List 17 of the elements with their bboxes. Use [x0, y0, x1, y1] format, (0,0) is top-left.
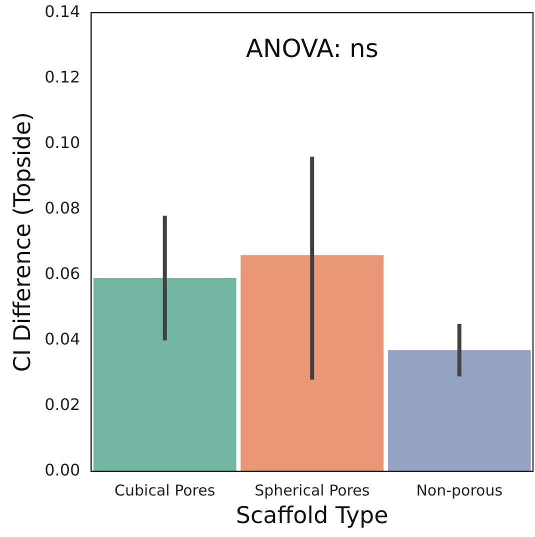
- bar: [240, 255, 384, 472]
- x-tick-label: Cubical Pores: [114, 481, 216, 500]
- y-tick-label: 0.06: [44, 264, 80, 283]
- y-tick-label: 0.00: [44, 460, 80, 480]
- y-tick-label: 0.08: [44, 198, 80, 218]
- bar: [93, 278, 236, 472]
- annotation: ANOVA: ns: [246, 34, 378, 64]
- y-tick-label: 0.10: [44, 132, 80, 152]
- y-tick-label: 0.02: [44, 395, 80, 414]
- x-tick-label: Spherical Pores: [254, 481, 370, 500]
- x-tick-label: Non-porous: [416, 481, 503, 500]
- x-axis-title: Scaffold Type: [236, 503, 388, 530]
- bar: [388, 350, 531, 472]
- y-tick-label: 0.12: [44, 67, 80, 86]
- y-axis-title: CI Difference (Topside): [10, 112, 36, 372]
- y-tick-label: 0.14: [44, 2, 80, 21]
- y-tick-label: 0.04: [44, 329, 80, 348]
